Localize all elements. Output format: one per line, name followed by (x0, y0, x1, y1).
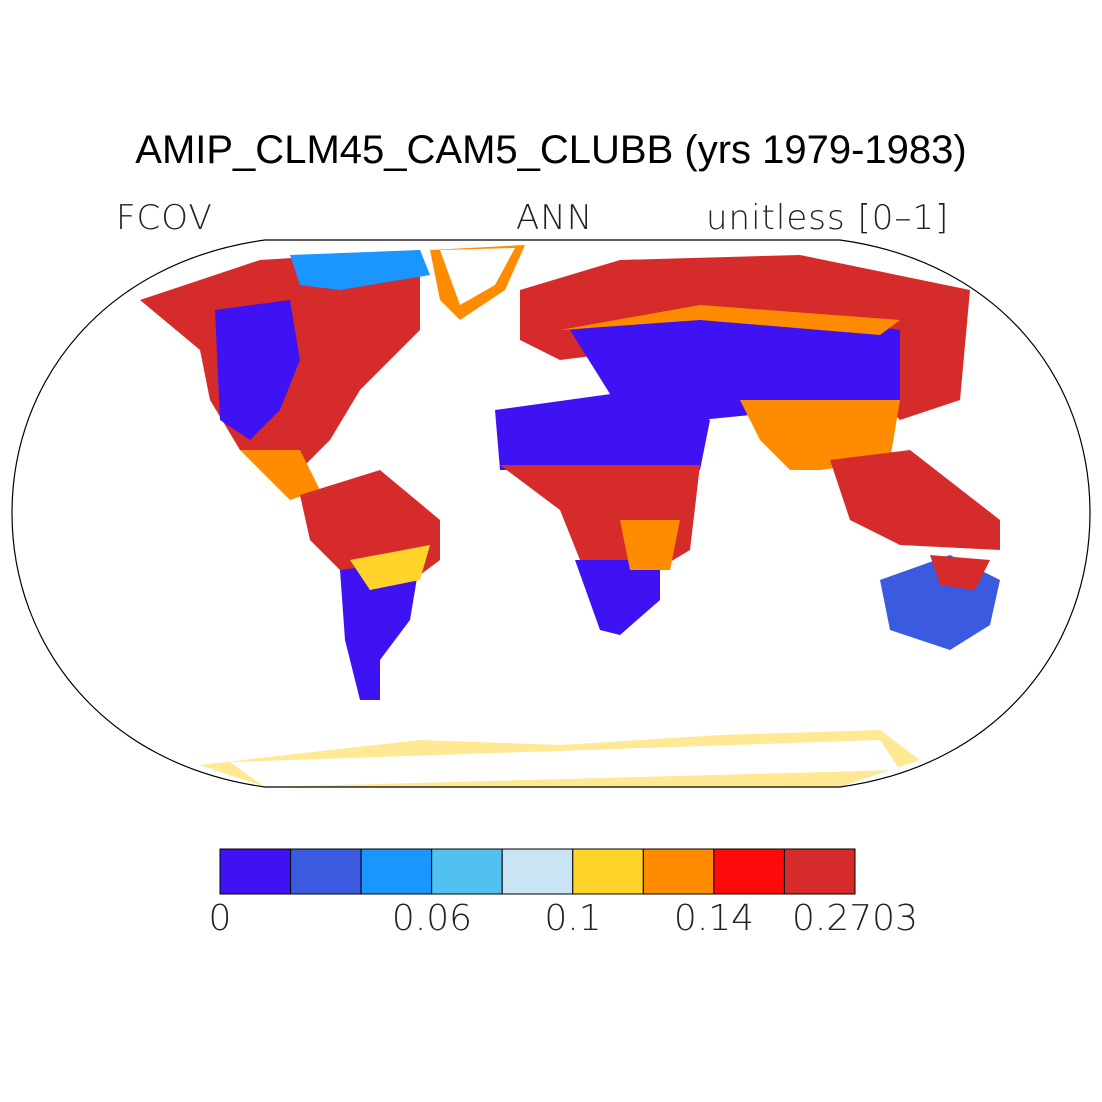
land-fields (140, 245, 1000, 787)
season-label: ANN (516, 198, 594, 238)
colorbar-swatch (713, 848, 785, 895)
colorbar-swatch (501, 848, 574, 895)
colorbar-swatch (572, 848, 644, 895)
colorbar-swatch (219, 848, 292, 895)
north-america-west (215, 300, 300, 440)
colorbar-swatch (360, 848, 433, 895)
south-america-south (340, 560, 420, 700)
colorbar-swatch (431, 848, 503, 895)
arctic-islands (290, 250, 430, 290)
colorbar-label: 0.14 (673, 898, 755, 939)
colorbar-label: 0.1 (544, 898, 602, 939)
units-label: unitless [0–1] (706, 198, 950, 238)
colorbar-swatch (783, 848, 856, 895)
colorbar-swatch (290, 848, 362, 895)
colorbar-label: 0.2703 (792, 898, 918, 939)
colorbar-label: 0.06 (391, 898, 473, 939)
south-asia (740, 400, 900, 470)
africa-north (495, 390, 710, 470)
plot-title: AMIP_CLM45_CAM5_CLUBB (yrs 1979-1983) (135, 128, 967, 172)
eurasia-mid (560, 305, 900, 335)
colorbar (219, 848, 856, 895)
southeast-asia (830, 450, 1000, 550)
colorbar-swatch (642, 848, 715, 895)
variable-label: FCOV (116, 198, 213, 238)
colorbar-label: 0 (208, 898, 232, 939)
eurasia-central (570, 310, 900, 420)
africa-south (575, 560, 660, 635)
central-america (240, 450, 320, 500)
map-boundary (11, 239, 1091, 788)
